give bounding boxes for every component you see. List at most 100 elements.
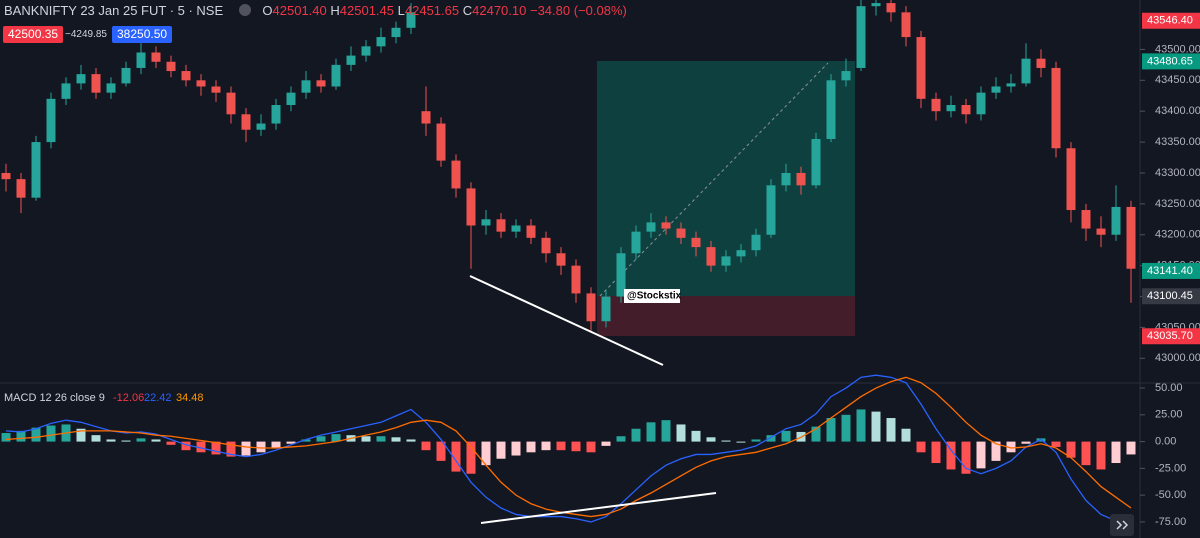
ohlc-label: H <box>330 3 340 18</box>
histogram-bar <box>286 441 296 444</box>
y-tick-label: -25.00 <box>1155 462 1186 474</box>
histogram-bar <box>451 441 461 472</box>
histogram-bar <box>271 441 281 449</box>
scroll-icon <box>1116 520 1129 530</box>
y-tick-label: 0.00 <box>1155 435 1176 447</box>
candle-body <box>946 105 956 112</box>
histogram-bar <box>991 441 1001 461</box>
histogram-bar <box>106 439 116 442</box>
y-tick-label: 43500.00 <box>1155 43 1200 55</box>
candle-body <box>46 98 56 143</box>
histogram-bar <box>841 414 851 442</box>
candle-body <box>631 231 641 254</box>
watermark: @Stockstix <box>627 291 682 302</box>
candle-body <box>421 111 431 124</box>
y-tick-label: 43450.00 <box>1155 74 1200 86</box>
candle-body <box>811 138 821 186</box>
change: −34.80 (−0.08%) <box>529 3 627 18</box>
candle-body <box>181 71 191 81</box>
candle-body <box>1126 206 1136 269</box>
histogram-bar <box>376 436 386 442</box>
candle-body <box>796 172 806 186</box>
candle-body <box>556 253 566 266</box>
candle-body <box>931 98 941 112</box>
header: BANKNIFTY 23 Jan 25 FUT · 5 · NSE O42501… <box>4 3 627 18</box>
candle-body <box>451 160 461 189</box>
price-tag-label: 43100.45 <box>1147 290 1193 302</box>
ohlc-value: 42451.65 <box>404 3 460 18</box>
ohlc-label: O <box>262 3 273 18</box>
histogram-bar <box>31 427 41 442</box>
histogram-bar <box>241 441 251 456</box>
histogram-bar <box>976 441 986 469</box>
candle-body <box>211 86 221 93</box>
candle-body <box>286 92 296 106</box>
histogram-bar <box>361 436 371 442</box>
candle-body <box>721 256 731 266</box>
candle-body <box>271 105 281 124</box>
histogram-bar <box>211 441 221 455</box>
histogram-bar <box>1081 441 1091 466</box>
ohlc-label: L <box>397 3 405 18</box>
candle-body <box>676 228 686 238</box>
price-tag-label: 43141.40 <box>1147 265 1193 277</box>
histogram-bar <box>586 441 596 453</box>
candle-body <box>991 86 1001 93</box>
histogram-bar <box>46 425 56 442</box>
histogram-bar <box>961 441 971 474</box>
candle-body <box>1 172 11 180</box>
histogram-bar <box>481 441 491 466</box>
collapse-icon[interactable] <box>238 4 251 16</box>
histogram-bar <box>1006 441 1016 453</box>
candle-body <box>361 46 371 56</box>
candle-body <box>706 247 716 266</box>
histogram-bar <box>136 438 146 442</box>
candle-body <box>691 237 701 248</box>
symbol: BANKNIFTY 23 Jan 25 FUT · 5 · NSE <box>4 3 224 18</box>
candle-body <box>1081 210 1091 229</box>
sell-button[interactable]: 42500.35 <box>3 26 64 43</box>
histogram-bar <box>691 430 701 442</box>
histogram-bar <box>556 441 566 451</box>
histogram-bar <box>946 441 956 470</box>
y-tick-label: -75.00 <box>1155 516 1186 528</box>
price-tag-label: 43480.65 <box>1147 55 1193 67</box>
candle-body <box>601 296 611 322</box>
histogram-bar <box>196 441 206 453</box>
candle-body <box>541 237 551 254</box>
candle-body <box>646 222 656 232</box>
candle-body <box>481 219 491 226</box>
candle-body <box>1066 148 1076 211</box>
candle-body <box>976 92 986 115</box>
price-tag <box>1142 53 1200 70</box>
candle-body <box>391 27 401 38</box>
candle-body <box>496 219 506 232</box>
buy-button[interactable]: 38250.50 <box>112 26 173 43</box>
candle-body <box>856 6 866 68</box>
candle-body <box>616 253 626 297</box>
candle-body <box>826 80 836 139</box>
histogram-bar <box>1111 441 1121 464</box>
price-tag <box>1142 288 1200 305</box>
histogram-bar <box>811 426 821 442</box>
histogram-bar <box>871 411 881 442</box>
candle-body <box>661 222 671 229</box>
candle-body <box>916 37 926 99</box>
histogram-bar <box>181 441 191 451</box>
histogram-bar <box>76 428 86 442</box>
histogram-bar <box>526 441 536 453</box>
histogram-bar <box>886 418 896 442</box>
candle-body <box>781 172 791 186</box>
y-tick-label: 43300.00 <box>1155 167 1200 179</box>
candle-body <box>511 225 521 232</box>
candle-body <box>121 67 131 84</box>
macd-line <box>5 374 1132 528</box>
candle-body <box>586 293 596 322</box>
ohlc-value: 42501.45 <box>339 3 395 18</box>
histogram-bar <box>751 439 761 442</box>
macd-trendline <box>480 492 717 524</box>
ohlc-value: 42501.40 <box>272 3 327 18</box>
candle-body <box>751 234 761 251</box>
candle-body <box>1006 83 1016 87</box>
y-tick-label: 50.00 <box>1155 382 1183 394</box>
